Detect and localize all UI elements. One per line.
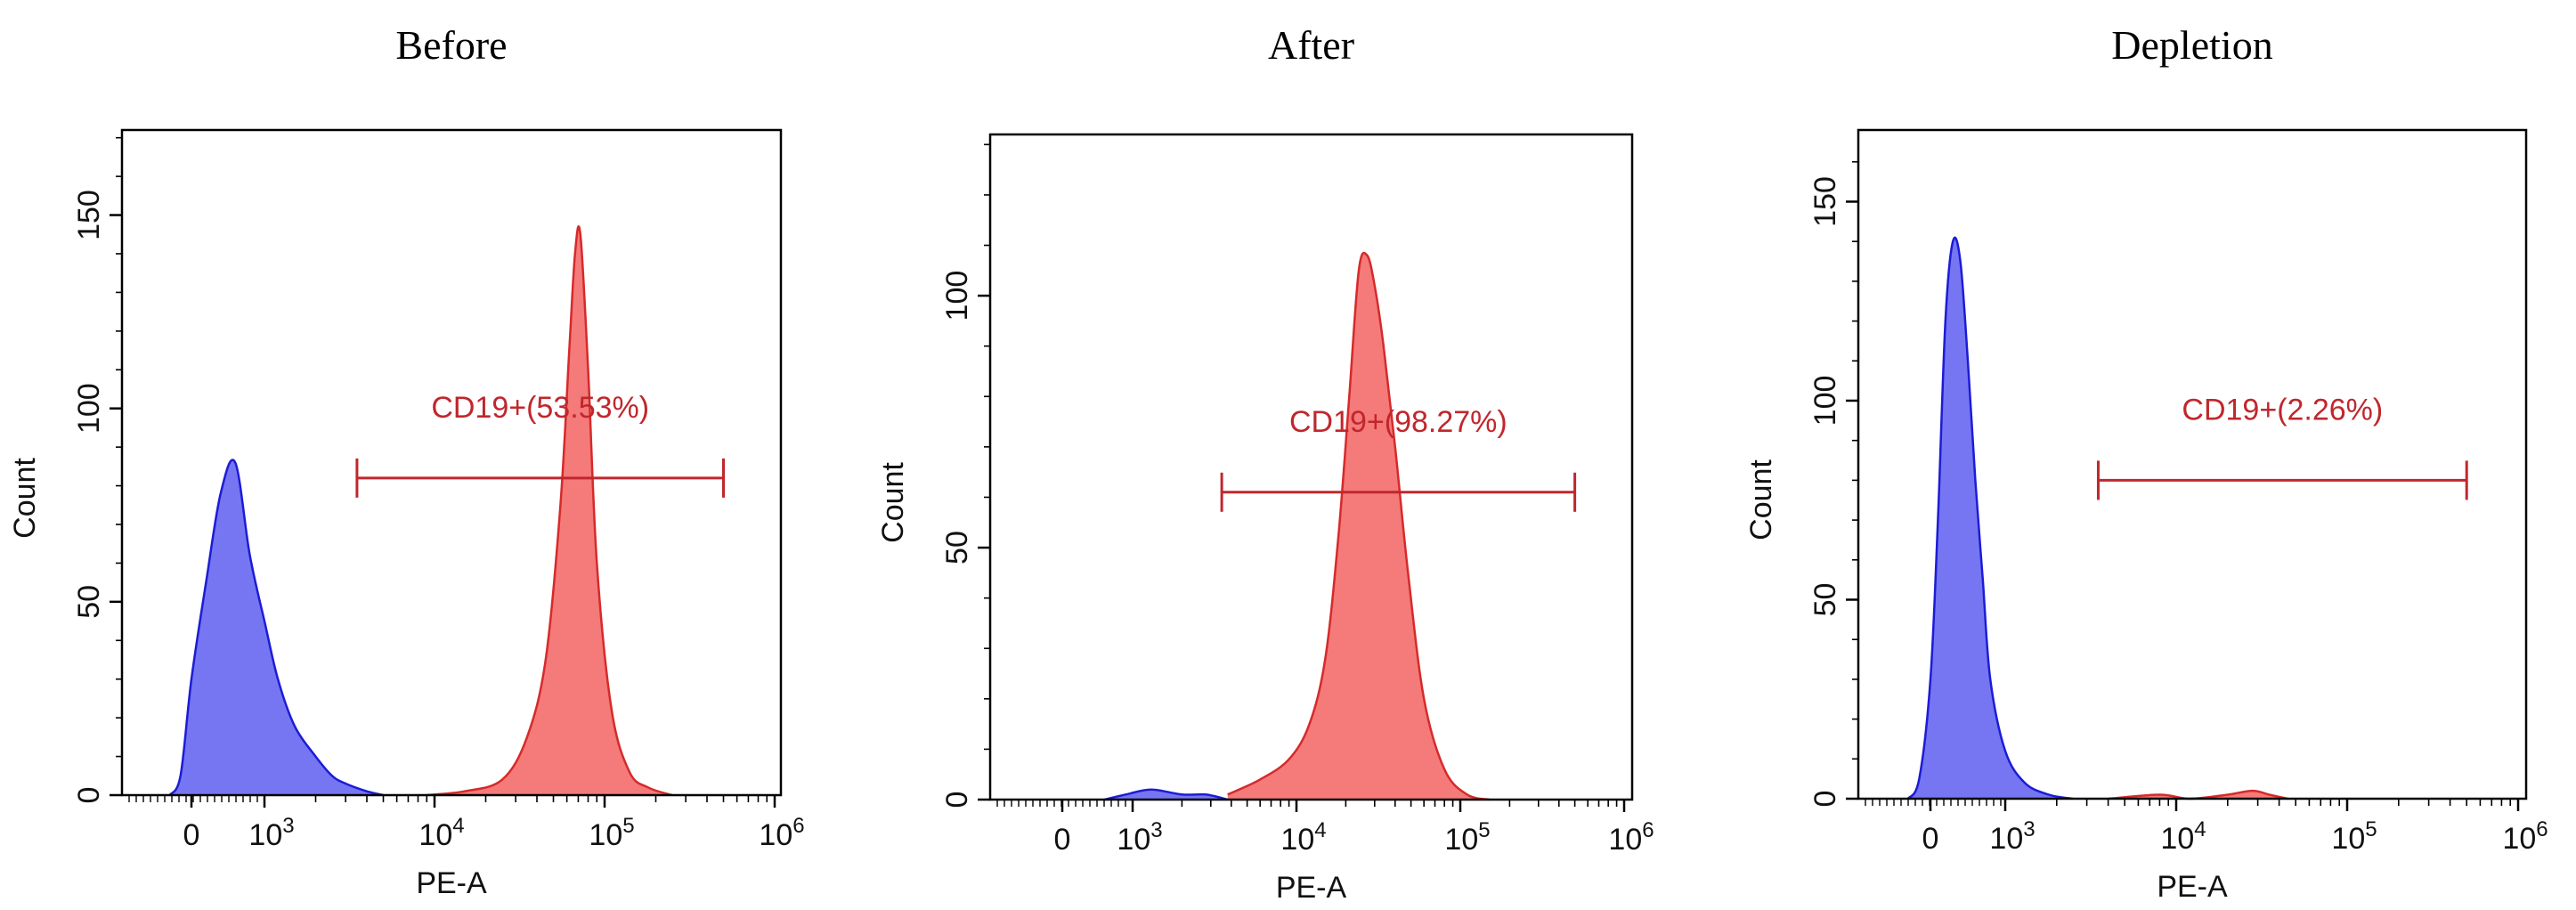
y-tick-label: 0: [1808, 791, 1842, 808]
positive-population-outline: [427, 225, 673, 797]
x-tick-label: 103: [1989, 817, 2035, 856]
x-axis-title: PE-A: [1276, 871, 1347, 905]
y-tick-label: 100: [72, 383, 106, 434]
histogram-panel: After 0 50 100 0 103 104 105 106 PE-A Count CD19+(9…: [876, 22, 1654, 905]
gate-label: CD19+(53.53%): [431, 391, 649, 425]
x-tick-label: 104: [2160, 817, 2206, 856]
histogram-panel: Depletion 0 50 100 150 0 103 104 105 106 PE-A Count…: [1744, 22, 2548, 904]
y-tick-label: 50: [940, 531, 974, 565]
x-tick-label: 105: [2331, 817, 2377, 856]
y-axis-title: Count: [1744, 459, 1778, 540]
negative-population-area: [1907, 237, 2074, 799]
gate-label: CD19+(2.26%): [2182, 393, 2383, 427]
x-tick-label: 103: [1117, 818, 1162, 857]
y-tick-label: 0: [940, 792, 974, 808]
y-axis-title: Count: [876, 462, 910, 543]
x-axis-title: PE-A: [416, 866, 487, 900]
plot-frame: [120, 128, 783, 797]
x-tick-label: 106: [759, 814, 804, 852]
x-tick-label: 106: [1608, 818, 1654, 857]
gate-label: CD19+(98.27%): [1289, 405, 1507, 439]
x-tick-label: 104: [418, 814, 464, 852]
y-tick-label: 50: [1808, 583, 1842, 617]
panel-title: After: [1268, 22, 1354, 68]
x-tick-label: 104: [1280, 818, 1326, 857]
histogram-panel: Before 0 50 100 150 0 103 104 105 106 PE-A Count CD1…: [8, 22, 805, 900]
y-tick-label: 100: [940, 271, 974, 321]
negative-population-outline: [1906, 236, 2074, 800]
y-tick-label: 0: [72, 787, 106, 804]
x-tick-label: 106: [2502, 817, 2548, 856]
y-tick-label: 150: [72, 190, 106, 240]
plot-frame: [988, 133, 1634, 801]
panel-title: Depletion: [2111, 22, 2272, 68]
x-axis-title: PE-A: [2157, 870, 2228, 904]
negative-population-outline: [1104, 788, 1228, 801]
x-tick-label: 105: [1444, 818, 1490, 857]
panel-title: Before: [395, 22, 507, 68]
positive-population-area: [1227, 252, 1490, 800]
y-tick-label: 50: [72, 585, 106, 619]
x-tick-label: 0: [183, 818, 200, 852]
plot-frame: [1857, 128, 2528, 800]
y-tick-label: 150: [1808, 176, 1842, 227]
y-tick-label: 100: [1808, 376, 1842, 427]
negative-population-outline: [168, 459, 384, 797]
negative-population-area: [169, 459, 384, 795]
positive-population-area: [427, 226, 672, 795]
negative-population-area: [1104, 789, 1228, 800]
x-tick-label: 105: [589, 814, 634, 852]
y-axis-title: Count: [8, 458, 42, 539]
x-tick-label: 103: [248, 814, 294, 852]
positive-population-outline: [2108, 789, 2288, 800]
positive-population-outline: [1227, 251, 1490, 801]
x-tick-label: 0: [1922, 822, 1939, 856]
x-tick-label: 0: [1054, 823, 1071, 857]
